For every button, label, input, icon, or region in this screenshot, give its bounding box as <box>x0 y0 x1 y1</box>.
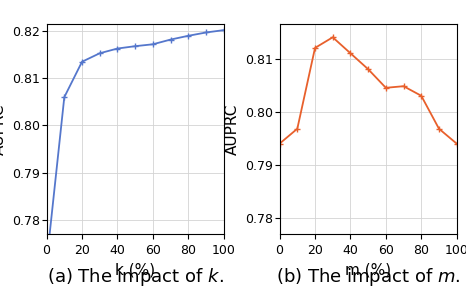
X-axis label: m (%): m (%) <box>345 262 391 277</box>
Y-axis label: AUPRC: AUPRC <box>225 103 240 155</box>
X-axis label: k (%): k (%) <box>115 262 155 277</box>
Text: (a) The impact of $k$.: (a) The impact of $k$. <box>47 266 224 288</box>
Y-axis label: AUPRC: AUPRC <box>0 103 7 155</box>
Text: (b) The impact of $m$.: (b) The impact of $m$. <box>276 266 460 288</box>
